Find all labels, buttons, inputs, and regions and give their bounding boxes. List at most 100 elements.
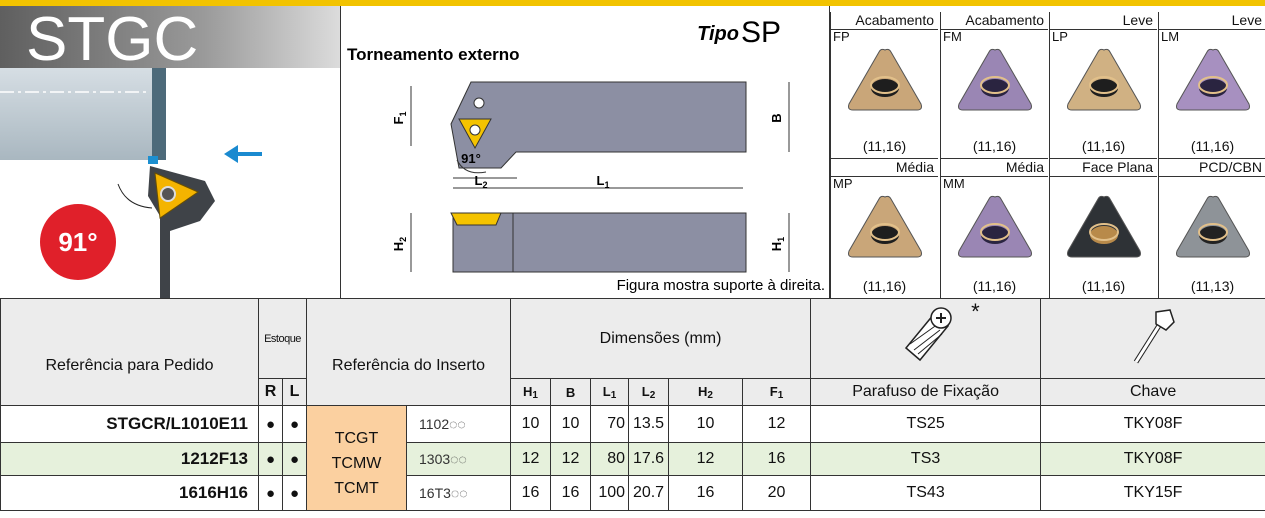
insert-hole-rim xyxy=(1198,223,1228,241)
key: TKY08F xyxy=(1040,442,1265,476)
stock-r: ● xyxy=(258,442,283,476)
label-sub: 2 xyxy=(398,237,408,242)
header-dim: H2 xyxy=(668,378,744,406)
insert-category: Leve xyxy=(1159,12,1265,30)
header-l: L xyxy=(282,378,307,406)
header-dims: Dimensões (mm) xyxy=(510,298,812,379)
insert-cell: Leve LP (11,16) xyxy=(1049,12,1157,158)
label-sub: 1 xyxy=(532,389,538,401)
label-sub: 2 xyxy=(707,389,713,401)
header-screw: Parafuso de Fixação xyxy=(810,378,1042,406)
insert-cell: Leve LM (11,16) xyxy=(1158,12,1265,158)
dimension: 16 xyxy=(668,475,744,511)
header-dim: F1 xyxy=(742,378,812,406)
dimension-label: H1 xyxy=(769,237,786,251)
label-sub: 1 xyxy=(776,237,786,242)
feed-arrow xyxy=(224,145,262,163)
insert-size: 16T3◌◌ xyxy=(405,475,512,511)
dimension: 16 xyxy=(550,475,592,511)
insert-image xyxy=(848,48,922,111)
tool-illustration: STGC 91° xyxy=(0,6,340,298)
header-ref: Referência para Pedido xyxy=(0,298,259,406)
insert-size: (11,16) xyxy=(1081,278,1126,294)
figure-note: Figura mostra suporte à direita. xyxy=(617,277,825,294)
screw-slot xyxy=(935,313,946,323)
insert-category: Média xyxy=(941,159,1048,177)
header-key-icon xyxy=(1040,298,1265,379)
dimension-label: H2 xyxy=(391,237,408,251)
insert-category: Leve xyxy=(1050,12,1157,30)
label-sub: 1 xyxy=(398,112,408,117)
dimension: 80 xyxy=(590,442,630,476)
order-ref: STGCR/L1010E11 xyxy=(0,405,259,443)
label-letter: H xyxy=(523,383,533,399)
insert-category: PCD/CBN xyxy=(1159,159,1265,177)
label-letter: F xyxy=(769,383,778,399)
series-name: STGC xyxy=(26,6,198,74)
insert-cell: Média MP (11,16) xyxy=(830,158,938,298)
insert-hole-rim xyxy=(980,76,1010,94)
screw-thread xyxy=(909,323,942,355)
dimension: 100 xyxy=(590,475,630,511)
insert-grid: Acabamento FP (11,16) Acabamento FM (11,16) Le… xyxy=(830,6,1265,298)
dimension: 12 xyxy=(550,442,592,476)
insert-image xyxy=(958,48,1032,111)
key: TKY08F xyxy=(1040,405,1265,443)
angle-arc xyxy=(456,159,487,174)
dimension: 16 xyxy=(742,442,812,476)
screw-icon xyxy=(904,307,952,362)
insert-hole-rim xyxy=(980,223,1010,241)
dimension: 70 xyxy=(590,405,630,443)
insert-hole-rim xyxy=(870,223,900,241)
dimension: 16 xyxy=(510,475,552,511)
insert xyxy=(154,172,200,219)
dimension-label: 91° xyxy=(461,151,481,166)
label-sub: 2 xyxy=(482,180,487,190)
insert-hole xyxy=(981,79,1009,97)
header-row: R L H1 B L1 L2 H2 F1 Parafuso de Fixação Chave xyxy=(1,378,1265,406)
insert-hole xyxy=(871,79,899,97)
insert-category: Acabamento xyxy=(831,12,938,30)
header-key: Chave xyxy=(1040,378,1265,406)
label-letter: H xyxy=(769,242,784,251)
stock-r: ● xyxy=(258,405,283,443)
screw: TS3 xyxy=(810,442,1042,476)
header-screw-icon: * xyxy=(810,298,1042,379)
insert-size: (11,13) xyxy=(1190,278,1235,294)
insert-code: FM xyxy=(943,29,962,44)
insert-image xyxy=(1067,48,1141,111)
insert-image xyxy=(1067,195,1141,258)
data-row: 1616H16 ● ● 16T3◌◌ 16 16 100 20.7 16 20 TS43 TKY15F xyxy=(0,475,1265,511)
insert-image xyxy=(848,195,922,258)
insert-size: 1303◌◌ xyxy=(405,442,512,476)
label-sub: 1 xyxy=(777,389,784,401)
insert-size: (11,16) xyxy=(862,138,907,154)
header-dim: B xyxy=(550,378,592,406)
header-dim: L1 xyxy=(590,378,630,406)
stock-l: ● xyxy=(282,475,307,511)
insert-size: (11,16) xyxy=(972,278,1017,294)
dimension-label: F1 xyxy=(391,112,408,125)
label-letter: L xyxy=(597,173,605,188)
insert-category: Face Plana xyxy=(1050,159,1157,177)
header-band xyxy=(0,6,340,68)
insert-hole-rim xyxy=(870,76,900,94)
table-body: Referência para Pedido Estoque Referência … xyxy=(0,298,1265,511)
top-bar xyxy=(0,0,1265,6)
insert-code: MP xyxy=(833,176,853,191)
insert-size: (11,16) xyxy=(972,138,1017,154)
label-letter: F xyxy=(391,116,406,124)
dimension-label: B xyxy=(769,113,784,122)
footnote-star: * xyxy=(971,299,980,325)
label-sub: 2 xyxy=(649,389,656,401)
label-sub: 1 xyxy=(604,180,609,190)
holder-side xyxy=(452,212,747,273)
dimension: 20.7 xyxy=(628,475,670,511)
dimension-label: L2 xyxy=(475,173,488,190)
workpiece-face xyxy=(152,68,166,160)
insert-size: (11,16) xyxy=(1190,138,1235,154)
dimension: 10 xyxy=(550,405,592,443)
order-ref: 1212F13 xyxy=(0,442,259,476)
